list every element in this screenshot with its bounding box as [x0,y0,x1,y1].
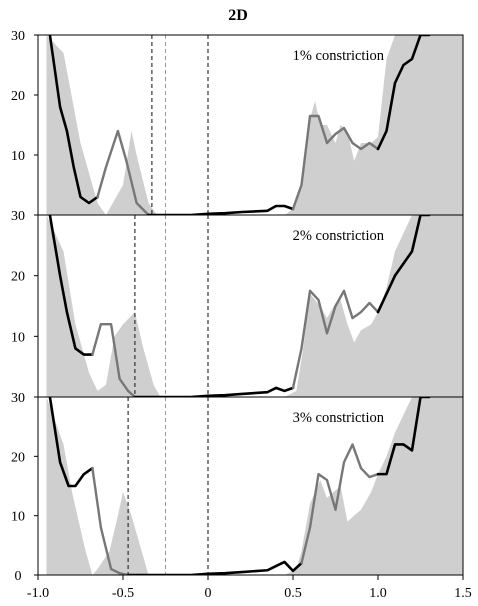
y-tick-label: 10 [11,330,25,345]
series-segment-4 [300,443,380,565]
panel-annotation: 1% constriction [293,48,385,64]
panels-group: 30 20 10 1% constriction 30 20 10 2% constricti… [11,29,464,584]
x-tick-label: 1.5 [454,586,472,601]
y-tick-label: 30 [11,29,25,44]
y-tick-label: 20 [11,270,25,285]
series-segment-2 [96,129,150,215]
x-tick-label: 1.0 [369,586,387,601]
series-segment-3 [147,204,295,215]
y-tick-label: 20 [11,89,25,104]
series-segment-3 [133,386,295,397]
panel-plot-area [46,397,463,575]
panel-1: 30 20 10 1% constriction [11,29,464,216]
x-axis: -1.0 -0.5 0 0.5 1.0 1.5 [27,575,472,601]
series-segment-5 [376,215,431,314]
panel-plot-area [46,35,463,215]
series-segment-2 [91,323,137,397]
panel-frame [37,396,464,576]
reference-area [46,215,463,397]
series-segment-1 [48,215,94,356]
reference-area [46,397,463,575]
series-segment-4 [291,289,380,390]
series-segment-1 [48,397,94,488]
x-tick-label: 0 [205,586,212,601]
x-tick-label: 0.5 [284,586,302,601]
series-segment-2 [91,467,130,575]
panel-2: 30 20 10 2% constriction [11,209,464,398]
y-tick-label: 10 [11,510,25,525]
series-segment-1 [48,35,99,205]
y-tick-label: 10 [11,149,25,164]
panel-plot-area [46,215,463,397]
panel-3: 30 20 10 0 3% constriction [11,391,464,584]
series-segment-5 [376,35,431,151]
series-segment-3 [126,560,303,575]
series-segment-5 [376,397,431,476]
y-tick-label: 30 [11,391,25,406]
y-tick-label: 30 [11,209,25,224]
chart-title: 2D [228,7,248,24]
x-tick-label: -1.0 [27,586,49,601]
y-tick-label: 20 [11,450,25,465]
y-tick-label: 0 [15,569,22,584]
series-segment-4 [291,114,380,211]
x-tick-label: -0.5 [112,586,134,601]
panel-annotation: 3% constriction [293,410,385,426]
reference-area [46,35,463,215]
panel-annotation: 2% constriction [293,228,385,244]
